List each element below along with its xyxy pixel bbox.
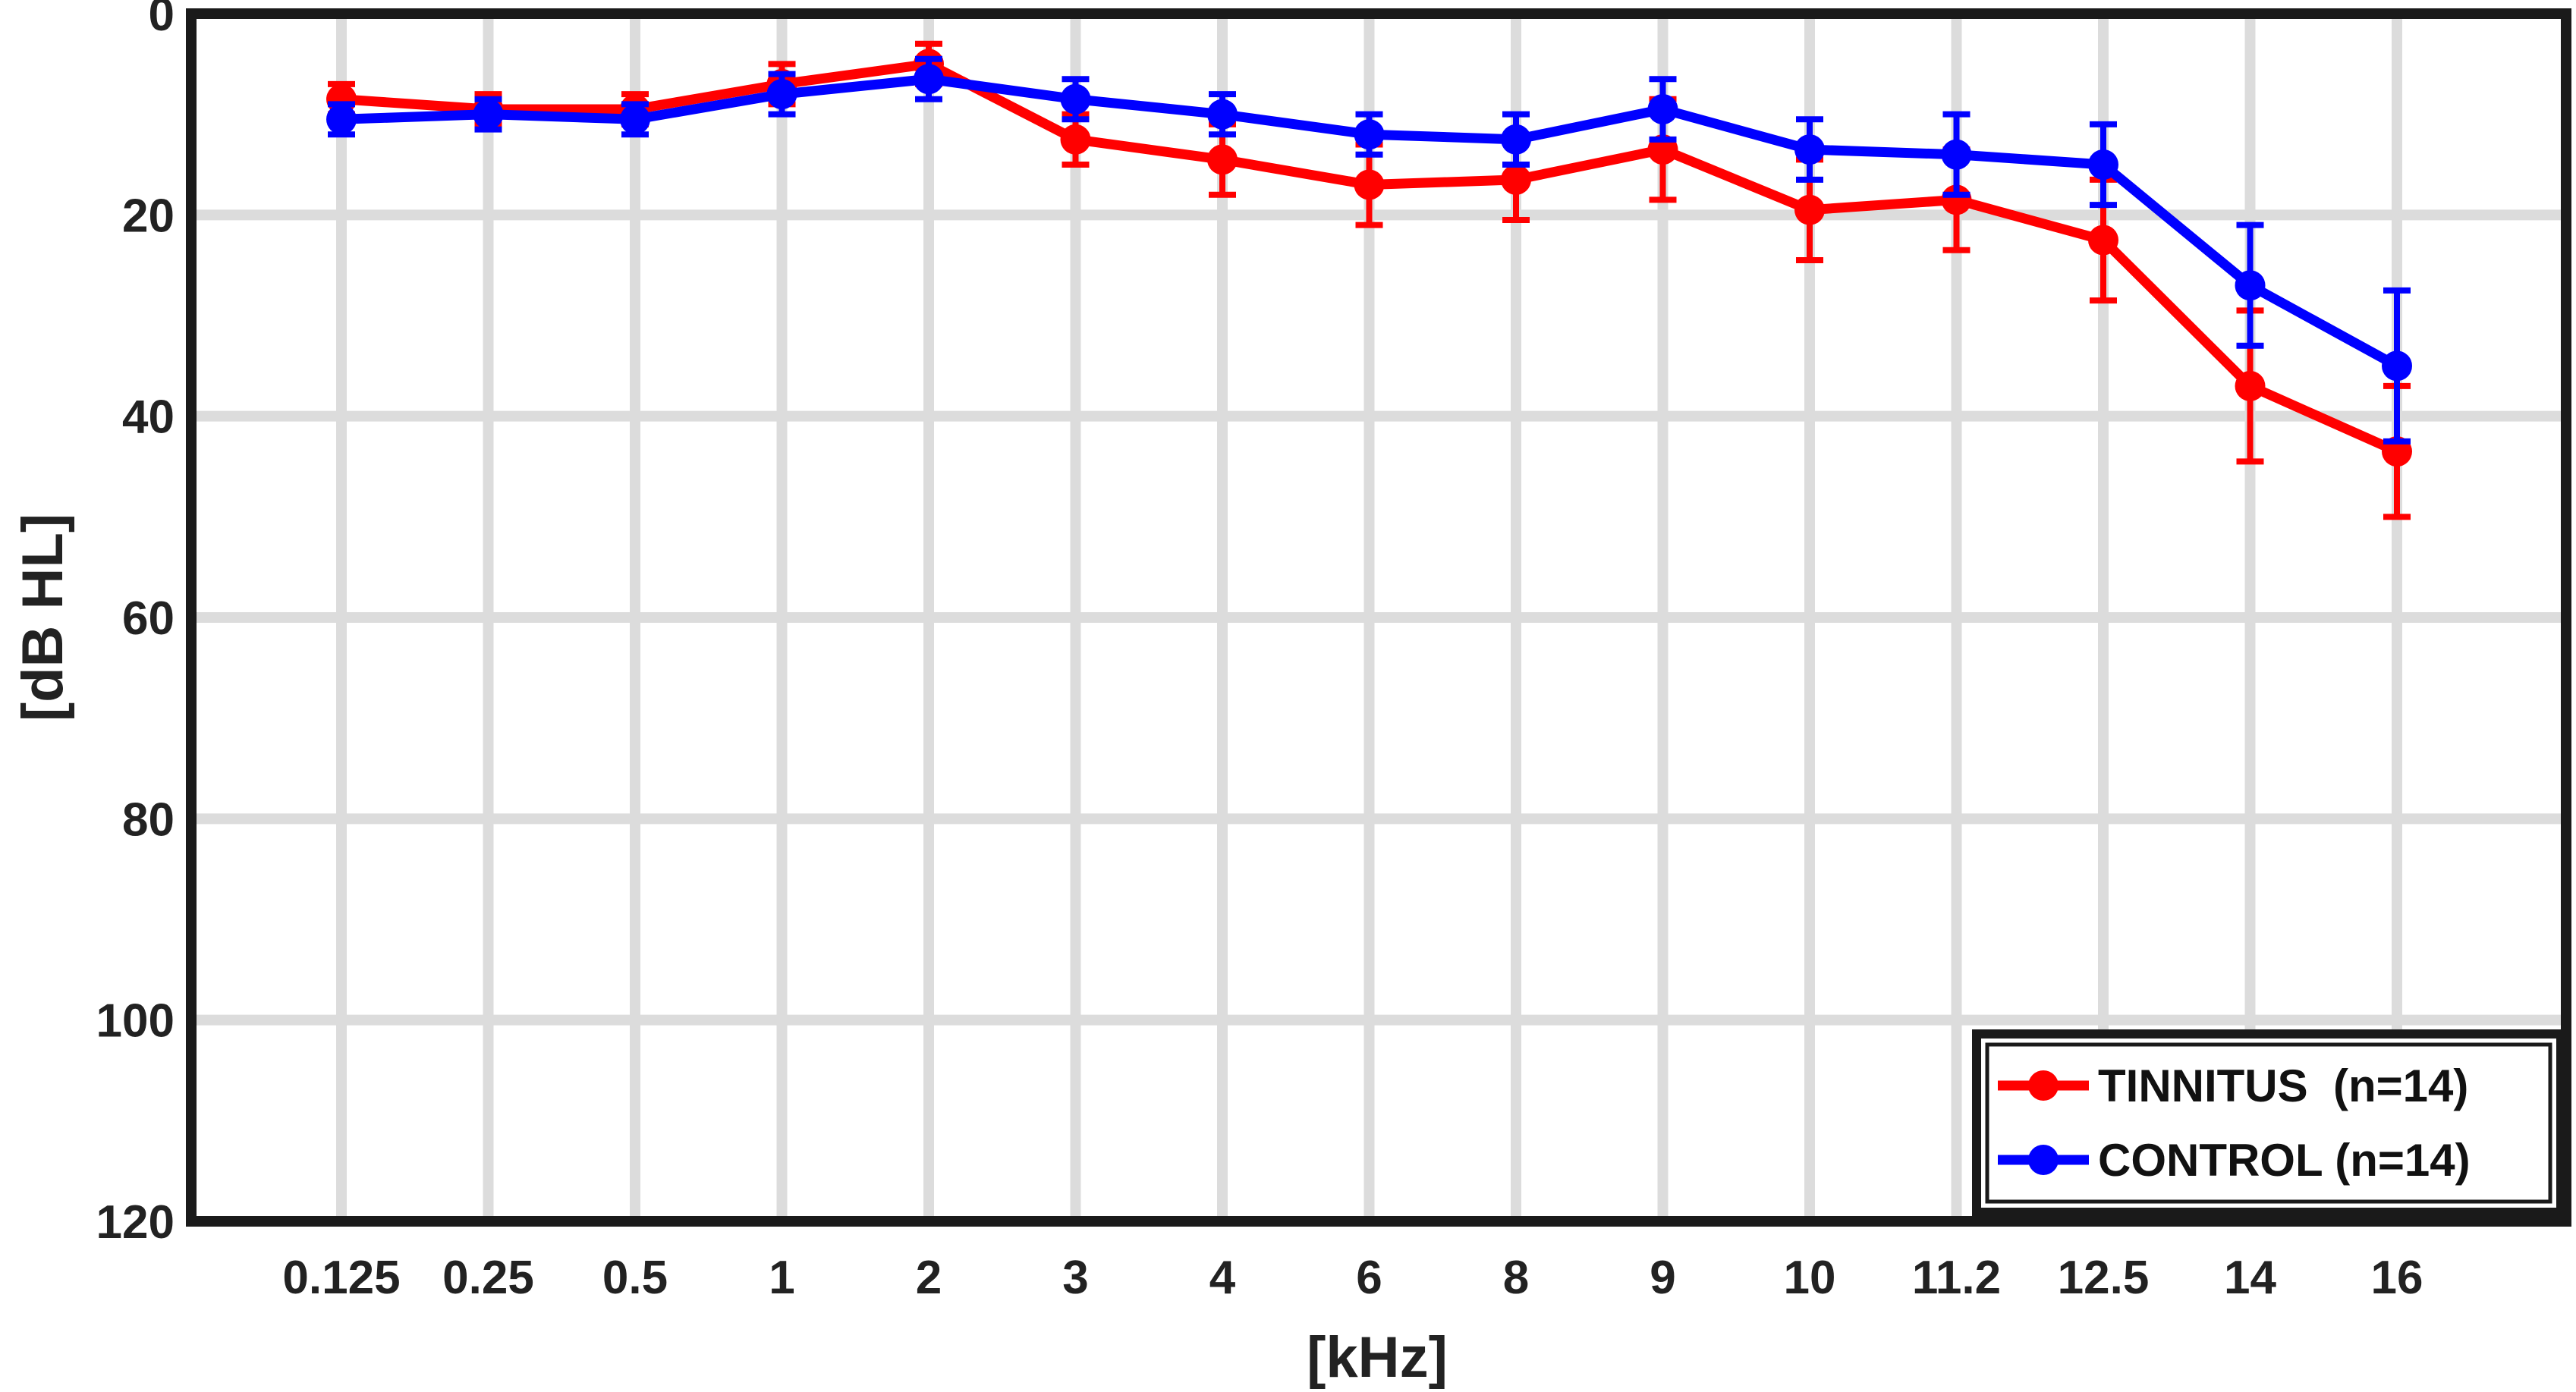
- x-tick-label: 6: [1356, 1252, 1382, 1304]
- data-point: [2088, 149, 2118, 180]
- legend-inner-border: [1985, 1042, 2552, 1204]
- data-point: [2382, 350, 2412, 382]
- data-point: [2088, 225, 2118, 256]
- legend-item-0: TINNITUS (n=14): [1998, 1060, 2468, 1111]
- legend-label: TINNITUS (n=14): [2098, 1060, 2468, 1111]
- legend-swatch-marker: [2028, 1070, 2059, 1101]
- x-axis-ticks: 0.125 0.25 0.5 1 2 3 4 6 8 9 10 11.2 12.5 14 16: [282, 1252, 2423, 1304]
- data-point: [1794, 194, 1825, 225]
- y-axis-label: [dB HL]: [11, 514, 75, 721]
- y-tick-label: 0: [149, 0, 175, 41]
- series-group: [326, 40, 2412, 520]
- x-tick-label: 9: [1650, 1252, 1675, 1304]
- y-tick-label: 80: [122, 793, 175, 846]
- y-tick-label: 20: [122, 190, 175, 242]
- y-tick-label: 40: [122, 391, 175, 444]
- x-tick-label: 2: [916, 1252, 942, 1304]
- grid: [191, 14, 2566, 1221]
- plot-frame: [186, 8, 2571, 1227]
- data-point: [1354, 169, 1385, 200]
- data-point: [1501, 164, 1531, 195]
- x-axis-label: [kHz]: [1307, 1325, 1448, 1390]
- data-point: [1207, 144, 1238, 175]
- y-tick-label: 60: [122, 592, 175, 645]
- legend-label: CONTROL (n=14): [2098, 1135, 2471, 1186]
- data-point: [1060, 83, 1091, 115]
- x-tick-label: 3: [1062, 1252, 1088, 1304]
- y-tick-label: 100: [96, 995, 175, 1048]
- x-tick-label: 0.25: [442, 1252, 534, 1304]
- data-point: [914, 64, 944, 95]
- data-point: [1647, 94, 1678, 125]
- x-tick-label: 4: [1209, 1252, 1236, 1304]
- x-tick-label: 0.125: [282, 1252, 400, 1304]
- data-point: [1501, 124, 1531, 155]
- data-point: [326, 104, 357, 135]
- legend-box: [1972, 1029, 2565, 1217]
- data-point: [766, 79, 797, 110]
- series-1: [326, 55, 2412, 445]
- data-point: [1941, 139, 1972, 170]
- x-tick-label: 0.5: [602, 1252, 668, 1304]
- x-tick-label: 8: [1503, 1252, 1529, 1304]
- x-tick-label: 1: [769, 1252, 794, 1304]
- legend: TINNITUS (n=14) CONTROL (n=14): [1972, 1029, 2565, 1217]
- data-point: [620, 104, 650, 135]
- data-point: [1060, 124, 1091, 155]
- x-tick-label: 12.5: [2058, 1252, 2150, 1304]
- data-point: [473, 99, 504, 130]
- legend-item-1: CONTROL (n=14): [1998, 1135, 2471, 1186]
- data-point: [2235, 370, 2266, 401]
- data-point: [1207, 99, 1238, 130]
- legend-swatch-marker: [2028, 1145, 2059, 1175]
- x-tick-label: 14: [2224, 1252, 2276, 1304]
- y-axis-ticks: 0 20 40 60 80 100 120: [96, 0, 175, 1249]
- x-tick-label: 11.2: [1912, 1252, 2001, 1304]
- x-tick-label: 10: [1784, 1252, 1836, 1304]
- data-point: [1794, 134, 1825, 165]
- data-point: [1354, 119, 1385, 150]
- y-tick-label: 120: [96, 1196, 175, 1249]
- x-tick-label: 16: [2371, 1252, 2423, 1304]
- data-point: [2235, 270, 2266, 301]
